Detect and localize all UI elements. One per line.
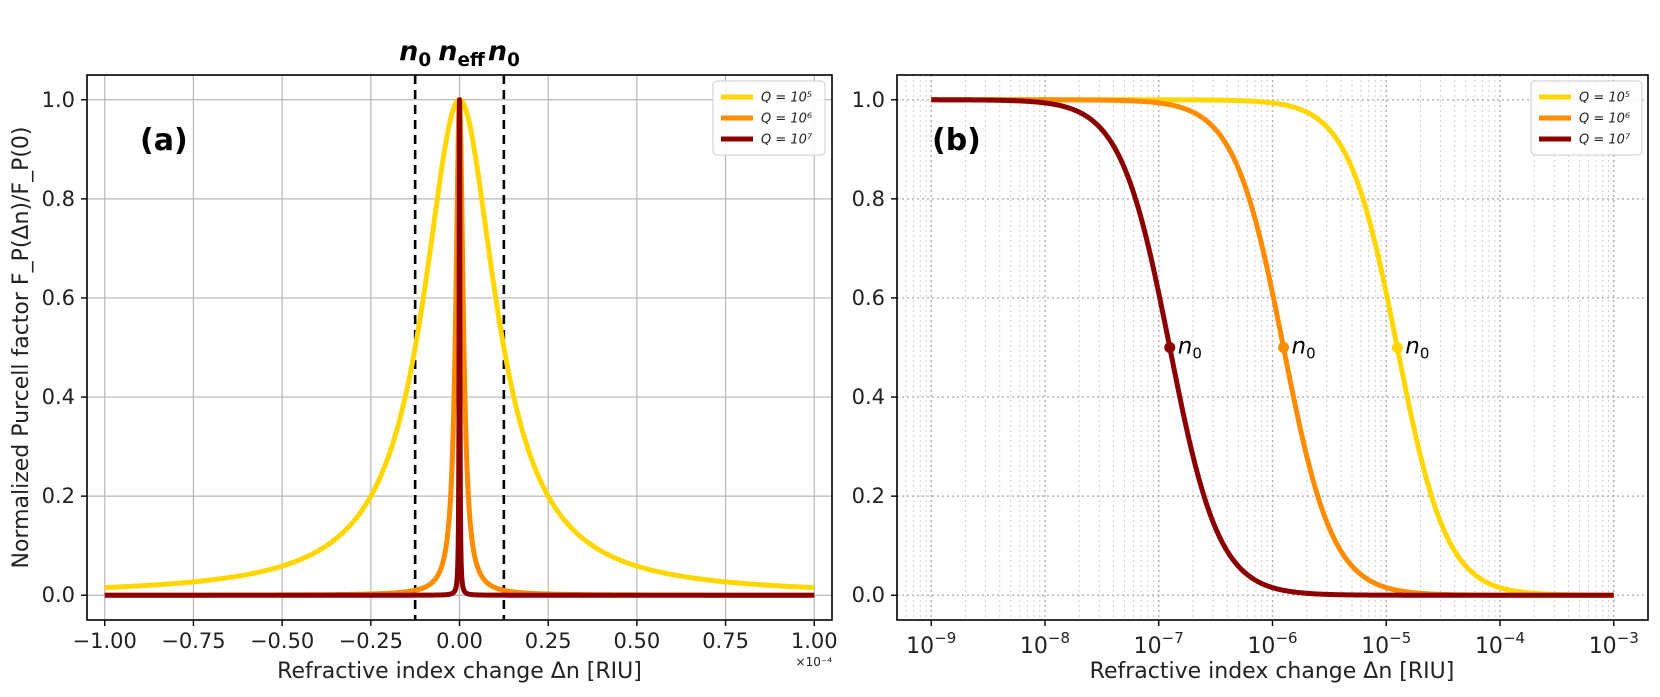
panel-b-legend-entry: Q = 10⁵ bbox=[1579, 91, 1630, 106]
panel-b-x-tick-label: 10−9 bbox=[906, 629, 956, 659]
panel-b-y-tick-label: 0.4 bbox=[852, 385, 885, 409]
panel-b-y-tick-label: 0.0 bbox=[852, 583, 885, 607]
panel-b-marker-point bbox=[1278, 342, 1290, 353]
panel-a-x-tick-label: −1.00 bbox=[73, 629, 137, 653]
panel-a-annotation: neff bbox=[438, 36, 486, 71]
panel-b-marker-label: n0 bbox=[1292, 334, 1316, 363]
panel-a-legend: Q = 10⁵ Q = 10⁶ Q = 10⁷ bbox=[712, 80, 826, 156]
panel-b-x-tick-label: 10−7 bbox=[1134, 629, 1184, 659]
panel-a-x-tick-label: −0.50 bbox=[250, 629, 314, 653]
panel-a-annotation: n0 bbox=[488, 36, 520, 71]
panel-b-y-tick-label: 0.6 bbox=[852, 286, 885, 310]
panel-b-x-tick-label: 10−4 bbox=[1475, 629, 1525, 659]
panel-b-series-line bbox=[929, 97, 1616, 598]
panel-a-y-ticks: 0.0 0.2 0.4 0.6 0.8 1.0 bbox=[42, 88, 87, 607]
panel-a-y-axis-label: Normalized Purcell factor F_P(Δn)/F_P(0) bbox=[9, 126, 34, 568]
panel-b-marker-point bbox=[1391, 342, 1403, 353]
panel-a-x-tick-label: 1.00 bbox=[791, 629, 838, 653]
panel-b-marker-label: n0 bbox=[1178, 334, 1202, 363]
panel-a-label: (a) bbox=[140, 123, 188, 158]
panel-b-legend: Q = 10⁵ Q = 10⁶ Q = 10⁷ bbox=[1530, 80, 1643, 156]
panel-b-grid bbox=[896, 75, 1649, 620]
panel-a-y-tick-label: 0.8 bbox=[42, 187, 75, 211]
panel-b-chart: 10−9 10−8 10−7 10−6 10−5 10−4 10−3 0.00.20.40.… bbox=[852, 74, 1649, 684]
panel-a-chart: −1.00 −0.75 −0.50 −0.25 0.00 0.25 0.50 0.75 1.00… bbox=[9, 36, 838, 684]
panel-a-x-tick-label: 0.50 bbox=[613, 629, 660, 653]
panel-a-x-offset-label: ×10⁻⁴ bbox=[796, 655, 833, 669]
panel-b-series bbox=[929, 97, 1616, 598]
panel-b-x-tick-label: 10−6 bbox=[1247, 629, 1297, 659]
panel-a-legend-entry: Q = 10⁵ bbox=[761, 91, 812, 106]
panel-b-x-tick-label: 10−3 bbox=[1589, 629, 1639, 659]
panel-a-y-tick-label: 0.4 bbox=[42, 385, 75, 409]
panel-a-annotation: n0 bbox=[399, 36, 431, 71]
panel-b-x-tick-label: 10−5 bbox=[1361, 629, 1411, 659]
panel-a-y-tick-label: 1.0 bbox=[42, 88, 75, 112]
panel-b-y-tick-label: 0.8 bbox=[852, 187, 885, 211]
panel-b-y-ticks: 0.0 0.2 0.4 0.6 0.8 1.0 bbox=[852, 88, 897, 607]
panel-a-y-tick-label: 0.0 bbox=[42, 583, 75, 607]
panel-a-annotations: n0 neff n0 bbox=[399, 36, 520, 71]
panel-a-series-line bbox=[103, 97, 816, 598]
panel-b-legend-entry: Q = 10⁷ bbox=[1579, 133, 1631, 148]
panel-a-series bbox=[103, 97, 816, 598]
panel-b-x-ticks: 10−9 10−8 10−7 10−6 10−5 10−4 10−3 bbox=[906, 620, 1639, 659]
panel-b-legend-entry: Q = 10⁶ bbox=[1579, 112, 1630, 127]
panel-a-x-tick-label: −0.25 bbox=[339, 629, 403, 653]
panel-b-y-tick-label: 1.0 bbox=[852, 88, 885, 112]
panel-b-marker-label: n0 bbox=[1405, 334, 1429, 363]
panel-b-x-tick-label: 10−8 bbox=[1020, 629, 1070, 659]
panel-a-x-tick-label: 0.25 bbox=[525, 629, 572, 653]
panel-a-legend-entry: Q = 10⁶ bbox=[761, 112, 812, 127]
panel-b-marker-point bbox=[1164, 342, 1176, 353]
panel-a-x-tick-label: 0.00 bbox=[436, 629, 483, 653]
panel-b-x-axis-label: Refractive index change Δn [RIU] bbox=[1090, 659, 1455, 684]
panel-b-label: (b) bbox=[932, 123, 981, 158]
panel-a-y-tick-label: 0.2 bbox=[42, 484, 75, 508]
panel-a-x-axis-label: Refractive index change Δn [RIU] bbox=[277, 659, 642, 684]
panel-b-y-tick-label: 0.2 bbox=[852, 484, 885, 508]
panel-a-y-tick-label: 0.6 bbox=[42, 286, 75, 310]
panel-a-x-tick-label: −0.75 bbox=[161, 629, 225, 653]
panel-b-markers: n0 n0 n0 bbox=[1164, 334, 1429, 363]
panel-a-x-ticks: −1.00 −0.75 −0.50 −0.25 0.00 0.25 0.50 0.75 1.00 bbox=[73, 620, 838, 653]
panel-a-legend-entry: Q = 10⁷ bbox=[761, 133, 813, 148]
panel-a-x-tick-label: 0.75 bbox=[702, 629, 749, 653]
